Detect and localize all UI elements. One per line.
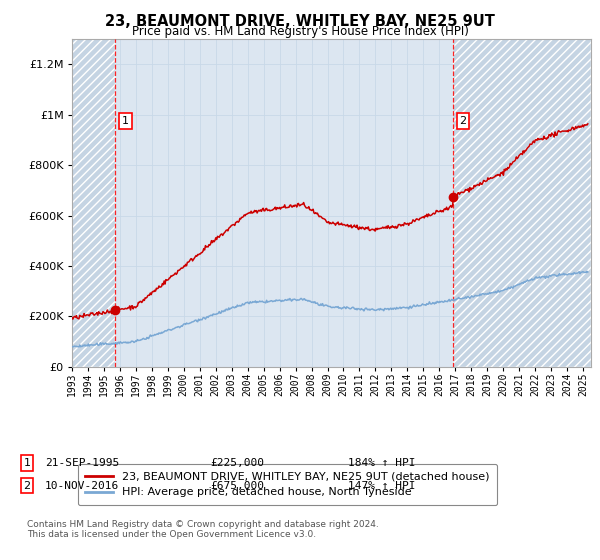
Bar <box>72 39 115 367</box>
Text: 147% ↑ HPI: 147% ↑ HPI <box>348 480 415 491</box>
Text: 21-SEP-1995: 21-SEP-1995 <box>45 458 119 468</box>
Text: £675,000: £675,000 <box>210 480 264 491</box>
Text: 184% ↑ HPI: 184% ↑ HPI <box>348 458 415 468</box>
Text: 10-NOV-2016: 10-NOV-2016 <box>45 480 119 491</box>
Text: 2: 2 <box>23 480 31 491</box>
Text: Contains HM Land Registry data © Crown copyright and database right 2024.
This d: Contains HM Land Registry data © Crown c… <box>27 520 379 539</box>
Text: £225,000: £225,000 <box>210 458 264 468</box>
Text: 23, BEAUMONT DRIVE, WHITLEY BAY, NE25 9UT: 23, BEAUMONT DRIVE, WHITLEY BAY, NE25 9U… <box>105 14 495 29</box>
Text: 1: 1 <box>23 458 31 468</box>
Bar <box>453 39 591 367</box>
Text: Price paid vs. HM Land Registry's House Price Index (HPI): Price paid vs. HM Land Registry's House … <box>131 25 469 38</box>
Text: 2: 2 <box>460 116 467 126</box>
Text: 1: 1 <box>122 116 129 126</box>
Legend: 23, BEAUMONT DRIVE, WHITLEY BAY, NE25 9UT (detached house), HPI: Average price, : 23, BEAUMONT DRIVE, WHITLEY BAY, NE25 9U… <box>77 464 497 505</box>
